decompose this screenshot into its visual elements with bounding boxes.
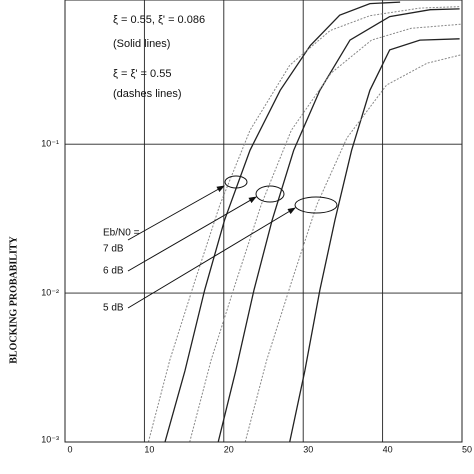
curve [217, 8, 460, 442]
annotation: 7 dB [103, 244, 124, 255]
annotation: Eb/N0 = [103, 228, 140, 239]
curve [244, 54, 462, 442]
x-tick-label: 0 [67, 444, 72, 454]
curve [147, 6, 460, 442]
x-tick-label: 20 [224, 444, 234, 454]
y-axis-label: BLOCKING PROBABILITY [8, 235, 19, 363]
curve [164, 1, 401, 442]
x-tick-label: 10 [144, 444, 154, 454]
callout-ellipse [224, 175, 248, 189]
curve [189, 23, 462, 442]
annotation: ξ = ξ' = 0.55 [113, 68, 171, 80]
annotation: ξ = 0.55, ξ' = 0.086 [113, 14, 205, 26]
callout-ellipse [255, 185, 285, 203]
curve [289, 38, 460, 442]
x-tick-label: 30 [303, 444, 313, 454]
callout-arrow [127, 185, 225, 241]
annotation: (Solid lines) [113, 38, 170, 50]
plot-frame [64, 0, 463, 443]
callout-ellipse [294, 196, 338, 214]
y-tick-label: 10⁻¹ [41, 139, 59, 149]
callout-arrow [127, 196, 257, 272]
annotation: (dashes lines) [113, 88, 181, 100]
x-tick-label: 50 [462, 444, 472, 454]
x-tick-label: 40 [383, 444, 393, 454]
annotation: 6 dB [103, 266, 124, 277]
y-tick-label: 10⁻³ [41, 434, 59, 444]
y-tick-label: 10⁻² [41, 287, 59, 297]
annotation: 5 dB [103, 303, 124, 314]
callout-arrow [127, 207, 296, 309]
